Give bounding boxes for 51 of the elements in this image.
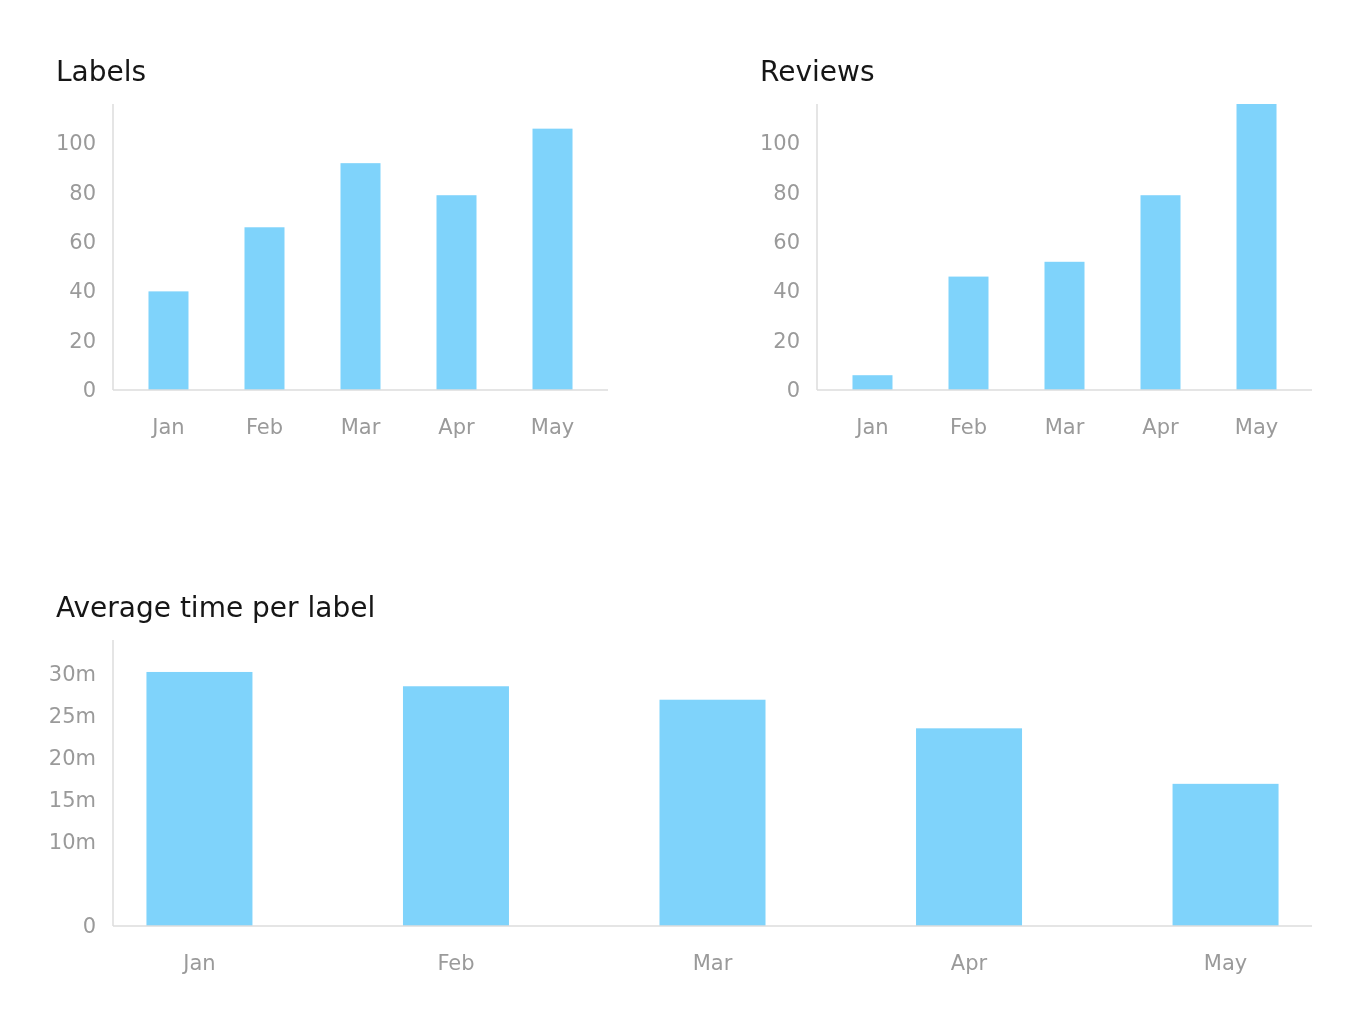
x-tick-label: Apr (438, 415, 476, 439)
y-tick-label: 25m (48, 703, 96, 728)
x-tick-label: May (1234, 415, 1279, 439)
bar (1236, 104, 1277, 390)
y-tick-label: 20 (69, 328, 96, 353)
y-tick-label: 30m (48, 661, 96, 686)
x-tick-label: Apr (950, 951, 988, 975)
bar (146, 671, 253, 926)
y-tick-label: 10m (48, 829, 96, 854)
y-tick-label: 60 (773, 230, 800, 255)
y-tick-label: 80 (69, 180, 96, 205)
bar (1044, 261, 1085, 390)
chart-title: Average time per label (56, 591, 376, 624)
x-tick-label: Jan (181, 951, 216, 975)
bar (916, 728, 1023, 926)
chart-title: Reviews (760, 55, 875, 88)
y-tick-label: 80 (773, 180, 800, 205)
x-tick-label: Jan (150, 415, 185, 439)
x-tick-label: Apr (1142, 415, 1180, 439)
x-tick-label: Jan (854, 415, 889, 439)
y-tick-label: 0 (786, 378, 800, 402)
bar (532, 128, 573, 390)
bar (148, 291, 189, 390)
x-tick-label: Feb (245, 415, 284, 439)
bar (948, 276, 989, 390)
y-tick-label: 0 (82, 378, 96, 402)
bar (436, 195, 477, 390)
bar (1172, 783, 1279, 926)
y-tick-label: 100 (759, 131, 800, 156)
y-tick-label: 60 (69, 230, 96, 255)
x-tick-label: Mar (1044, 415, 1085, 439)
bar (402, 686, 509, 926)
y-tick-label: 100 (55, 131, 96, 156)
x-tick-label: Mar (692, 951, 733, 975)
y-tick-label: 15m (48, 787, 96, 812)
x-tick-label: Mar (340, 415, 381, 439)
chart-title: Labels (56, 55, 147, 88)
y-tick-label: 40 (69, 279, 96, 304)
x-tick-label: Feb (949, 415, 988, 439)
bar (852, 375, 893, 390)
x-tick-label: May (1203, 951, 1248, 975)
x-tick-label: Feb (437, 951, 475, 975)
x-tick-label: May (530, 415, 575, 439)
bar (659, 699, 766, 926)
y-tick-label: 20m (48, 745, 96, 770)
y-tick-label: 20 (773, 328, 800, 353)
bar (340, 163, 381, 390)
bar (244, 227, 285, 390)
y-tick-label: 40 (773, 279, 800, 304)
bar (1140, 195, 1181, 390)
y-tick-label: 0 (82, 914, 96, 938)
